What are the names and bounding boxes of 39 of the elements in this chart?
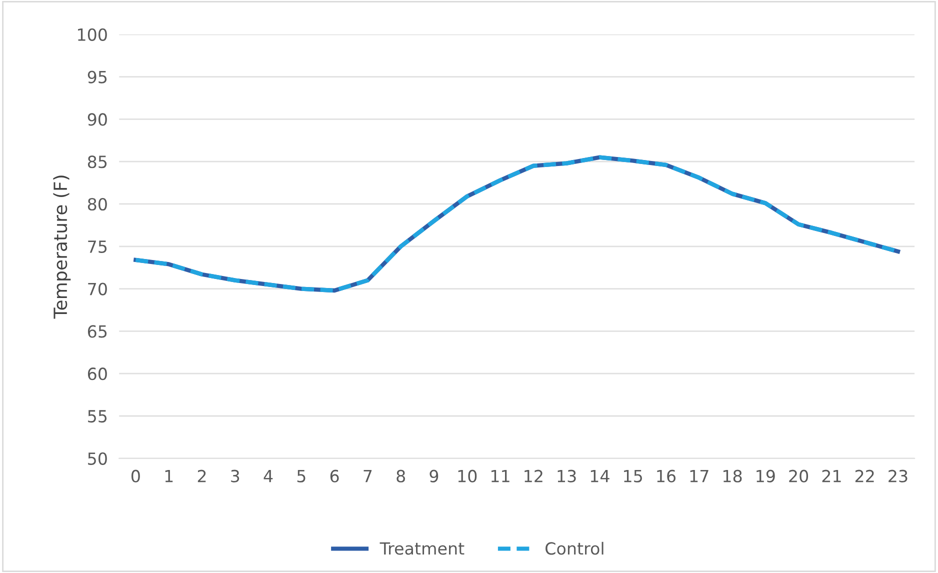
x-tick-label: 18	[723, 470, 742, 482]
x-tick-label: 8	[396, 470, 405, 482]
x-tick-label: 2	[198, 470, 206, 482]
y-tick-label: 60	[88, 368, 107, 380]
y-tick-label: 70	[88, 282, 107, 296]
x-tick-label: 5	[297, 470, 306, 482]
x-tick-label: 16	[657, 470, 676, 482]
y-tick-label: 55	[88, 410, 107, 423]
x-tick-label: 4	[264, 470, 273, 482]
y-tick-label: 80	[88, 198, 107, 211]
y-tick-label: 100	[78, 28, 107, 41]
x-tick-label: 10	[458, 470, 477, 482]
x-tick-label: 21	[822, 470, 841, 482]
x-tick-label: 23	[888, 470, 908, 482]
y-tick-label: 50	[88, 452, 107, 465]
line-series	[134, 155, 900, 293]
x-tick-label: 12	[524, 470, 542, 482]
y-tick-label: 75	[88, 240, 107, 253]
x-tick-label: 17	[690, 470, 708, 482]
y-axis-title: Temperature (F)	[53, 176, 71, 319]
y-tick-label: 65	[88, 325, 107, 338]
y-tick-label: 85	[88, 156, 107, 168]
x-tick-label: 13	[558, 470, 576, 482]
x-tick-label: 0	[131, 470, 140, 482]
x-tick-label: 20	[789, 470, 808, 482]
x-tick-label: 9	[430, 470, 438, 482]
x-tick-label: 1	[165, 470, 173, 482]
x-tick-label: 11	[491, 470, 510, 482]
x-tick-label: 15	[624, 470, 642, 482]
legend-label: Treatment	[380, 542, 464, 555]
x-tick-label: 22	[855, 470, 874, 482]
x-tick-label: 14	[590, 470, 610, 482]
x-tick-label: 3	[231, 470, 240, 482]
x-tick-label: 19	[756, 470, 775, 482]
y-tick-label: 95	[88, 70, 107, 84]
x-tick-label: 6	[330, 470, 339, 482]
legend-label: Control	[546, 542, 604, 555]
x-tick-label: 7	[364, 470, 372, 482]
y-tick-label: 90	[88, 113, 107, 126]
